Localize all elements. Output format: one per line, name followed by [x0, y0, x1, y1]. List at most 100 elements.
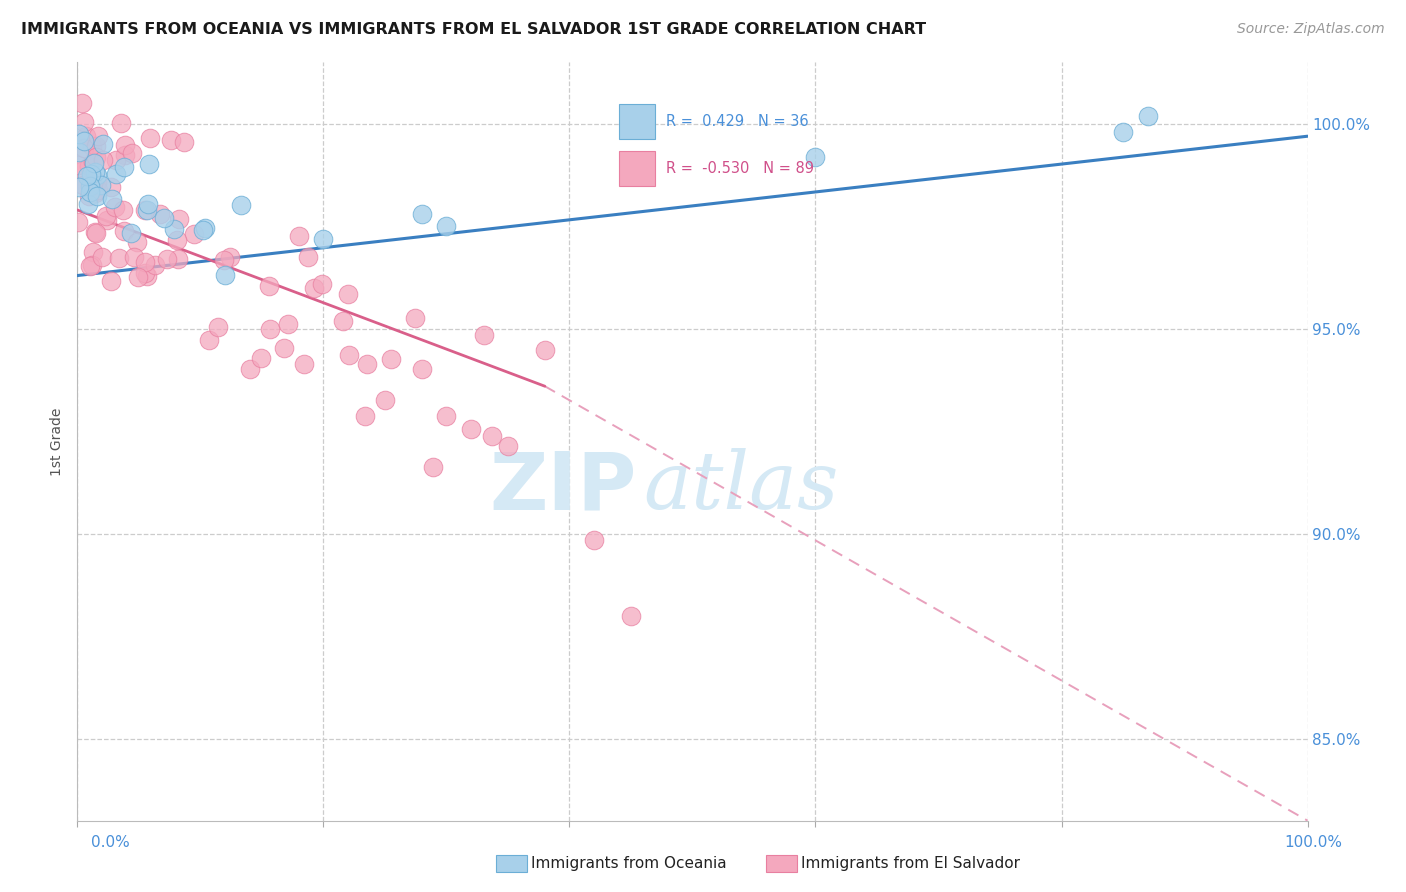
- Point: [257, 279, 280, 293]
- Text: 100.0%: 100.0%: [1285, 836, 1343, 850]
- Point: [134, 266, 156, 280]
- Point: [380, 352, 402, 367]
- Point: [77, 196, 100, 211]
- Point: [101, 192, 124, 206]
- Text: R =  0.429   N = 36: R = 0.429 N = 36: [666, 114, 808, 128]
- Point: [160, 133, 183, 147]
- Point: [91, 250, 114, 264]
- Point: [436, 409, 458, 423]
- Point: [135, 202, 157, 217]
- Point: [153, 211, 176, 225]
- Point: [249, 351, 271, 366]
- Point: [583, 533, 606, 548]
- Point: [73, 141, 96, 155]
- Point: [84, 165, 107, 179]
- Text: 0.0%: 0.0%: [91, 836, 131, 850]
- Text: atlas: atlas: [644, 449, 838, 525]
- Point: [86, 189, 108, 203]
- FancyBboxPatch shape: [619, 104, 655, 139]
- Point: [67, 145, 90, 160]
- Point: [134, 202, 156, 217]
- Point: [84, 226, 107, 240]
- Point: [297, 251, 319, 265]
- Point: [112, 224, 135, 238]
- Point: [66, 158, 89, 172]
- Point: [67, 215, 90, 229]
- Point: [70, 96, 93, 111]
- Point: [86, 175, 108, 189]
- Point: [474, 328, 496, 343]
- Point: [312, 232, 335, 246]
- Point: [67, 127, 90, 141]
- Text: Immigrants from El Salvador: Immigrants from El Salvador: [801, 856, 1021, 871]
- Point: [149, 207, 172, 221]
- Point: [496, 440, 519, 454]
- Point: [111, 202, 134, 217]
- Point: [91, 136, 114, 151]
- Point: [76, 169, 98, 184]
- Point: [198, 333, 221, 347]
- Point: [411, 207, 433, 221]
- Point: [136, 197, 159, 211]
- Point: [191, 222, 214, 236]
- Point: [73, 134, 96, 148]
- Point: [83, 156, 105, 170]
- Point: [84, 225, 107, 239]
- Point: [259, 321, 281, 335]
- Point: [166, 233, 188, 247]
- Point: [481, 428, 503, 442]
- Point: [304, 281, 326, 295]
- Point: [121, 146, 143, 161]
- Point: [534, 343, 557, 358]
- Point: [107, 252, 129, 266]
- Point: [114, 138, 136, 153]
- Point: [337, 287, 360, 301]
- Point: [620, 608, 643, 623]
- Text: ZIP: ZIP: [489, 448, 637, 526]
- Point: [110, 116, 132, 130]
- Point: [72, 178, 94, 192]
- Text: Immigrants from Oceania: Immigrants from Oceania: [531, 856, 727, 871]
- Point: [112, 160, 135, 174]
- Point: [411, 362, 433, 376]
- Point: [105, 167, 128, 181]
- Point: [422, 460, 444, 475]
- Point: [804, 150, 827, 164]
- Point: [84, 139, 107, 153]
- Point: [194, 221, 217, 235]
- Point: [114, 147, 136, 161]
- Point: [86, 168, 108, 182]
- Point: [273, 341, 295, 355]
- Point: [239, 362, 262, 376]
- Point: [134, 254, 156, 268]
- FancyBboxPatch shape: [619, 151, 655, 186]
- Point: [288, 229, 311, 244]
- Point: [1136, 109, 1159, 123]
- Point: [122, 250, 145, 264]
- Point: [167, 252, 190, 267]
- Point: [79, 167, 101, 181]
- Point: [94, 209, 117, 223]
- Point: [82, 245, 104, 260]
- Point: [207, 320, 229, 334]
- Text: R =  -0.530   N = 89: R = -0.530 N = 89: [666, 161, 814, 176]
- Point: [93, 153, 115, 168]
- Point: [436, 219, 458, 234]
- Point: [104, 200, 127, 214]
- Point: [87, 129, 110, 144]
- Point: [277, 317, 299, 331]
- Text: Source: ZipAtlas.com: Source: ZipAtlas.com: [1237, 22, 1385, 37]
- Point: [404, 310, 426, 325]
- Text: IMMIGRANTS FROM OCEANIA VS IMMIGRANTS FROM EL SALVADOR 1ST GRADE CORRELATION CHA: IMMIGRANTS FROM OCEANIA VS IMMIGRANTS FR…: [21, 22, 927, 37]
- Point: [143, 258, 166, 272]
- Point: [163, 222, 186, 236]
- Point: [156, 252, 179, 266]
- Point: [80, 139, 103, 153]
- Point: [139, 131, 162, 145]
- Point: [84, 150, 107, 164]
- Point: [84, 186, 107, 200]
- Point: [127, 269, 149, 284]
- Point: [77, 159, 100, 173]
- Point: [82, 154, 104, 169]
- Point: [218, 250, 240, 264]
